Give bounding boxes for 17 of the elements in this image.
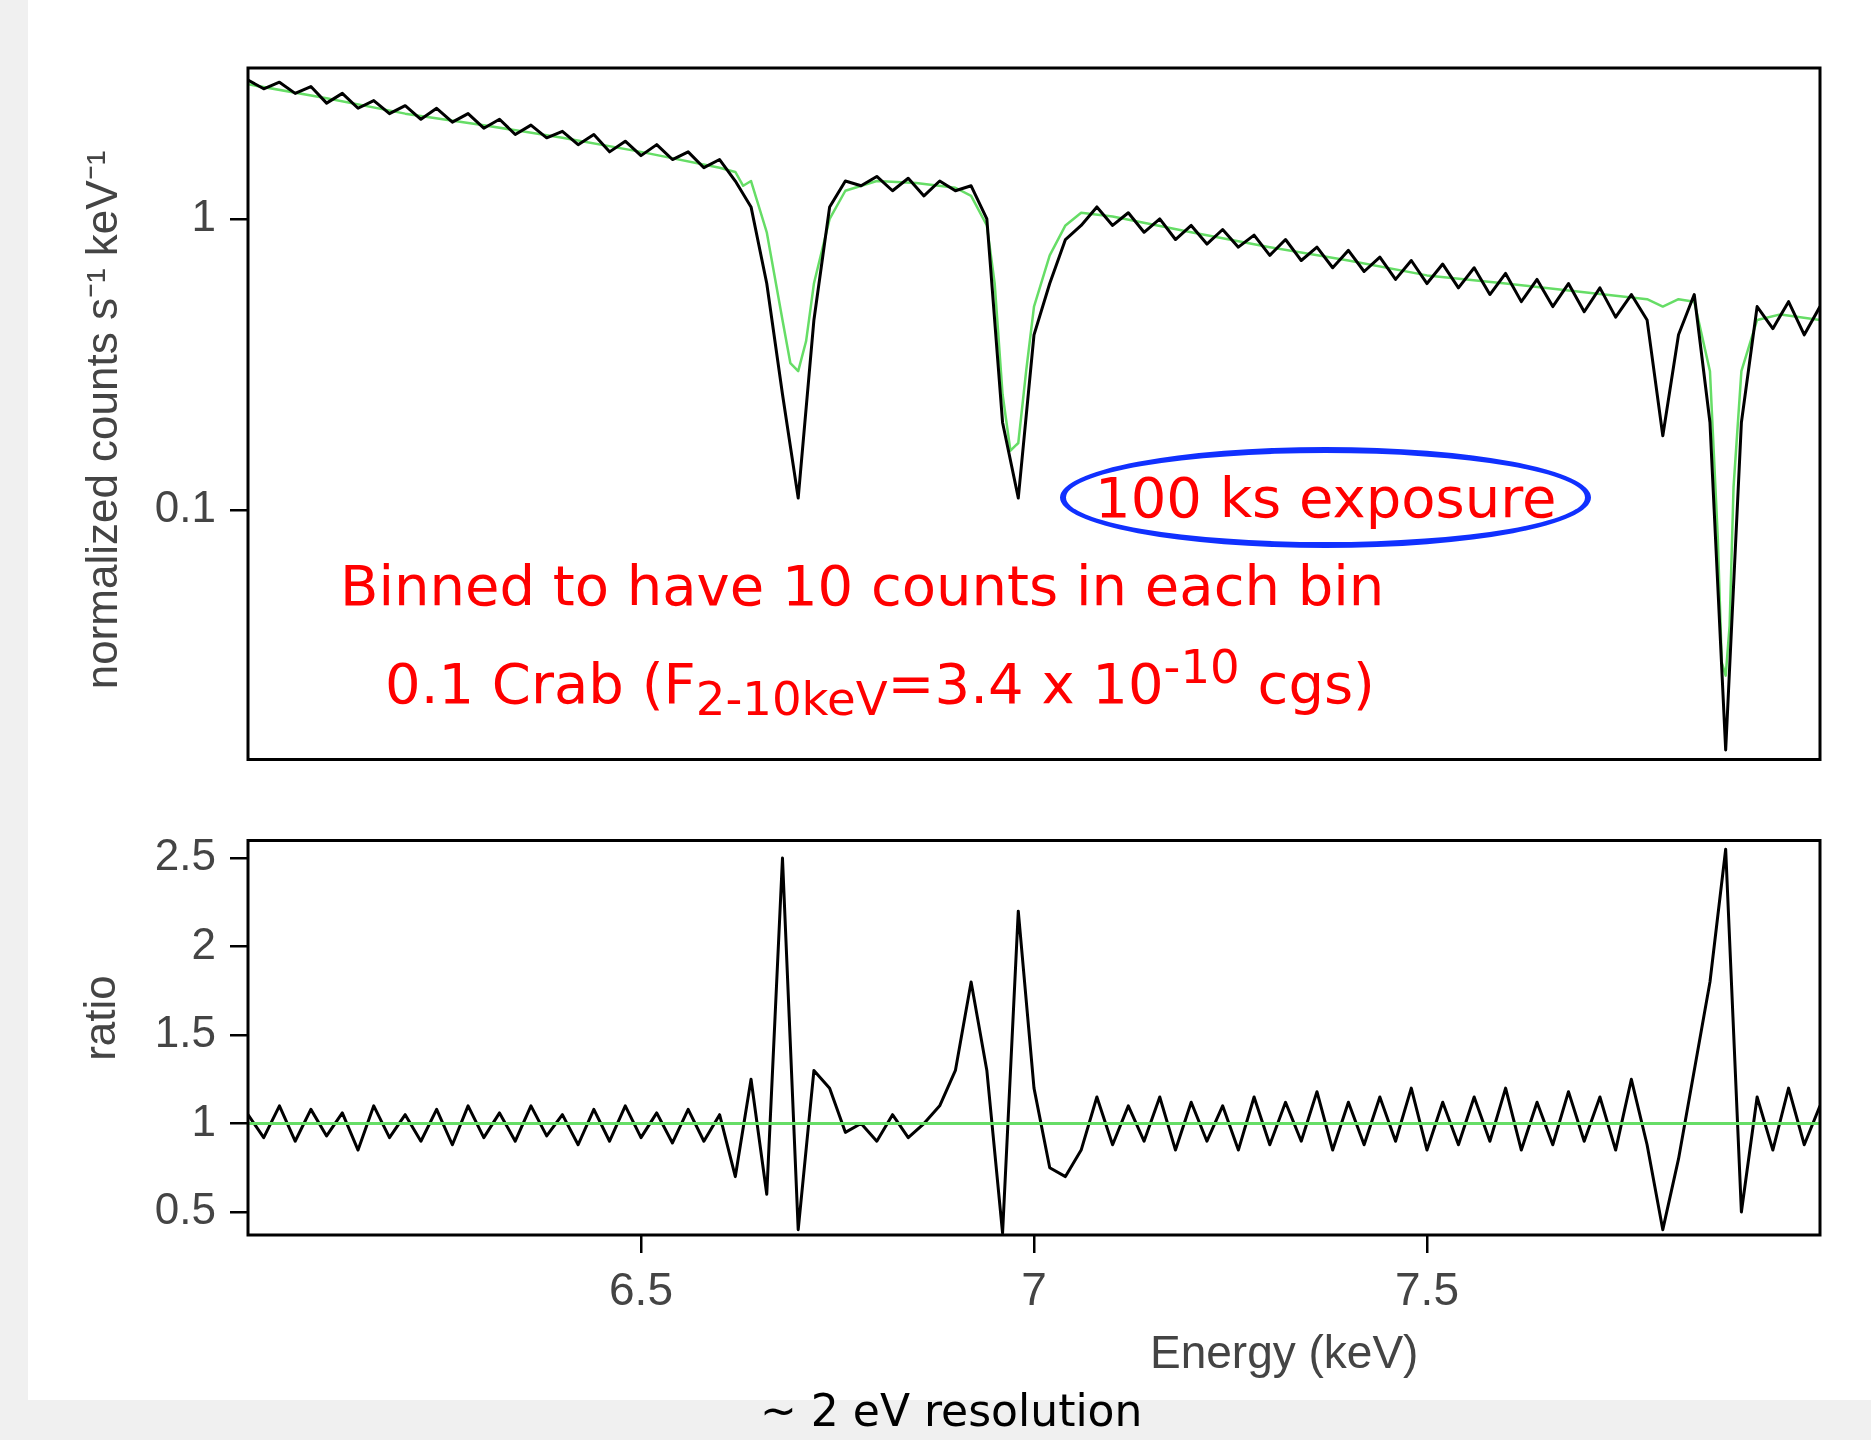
- annotation: 0.1 Crab (F$_{2-10keV}$=3.4 x 10$^{-10}$ cgs): [385, 640, 1375, 726]
- text: ~ 2 eV resolution: [760, 1385, 1143, 1436]
- y-axis-title: normalized counts s⁻¹ keV⁻¹: [75, 150, 127, 690]
- y-axis-title: ratio: [74, 974, 125, 1061]
- y-tick-label: 1: [191, 1095, 216, 1145]
- y-tick-label: 0.1: [154, 482, 216, 532]
- x-tick-label: 6.5: [609, 1263, 673, 1316]
- x-tick-label: 7: [1021, 1263, 1047, 1316]
- y-tick-label: 0.5: [154, 1184, 216, 1234]
- annotation: 100 ks exposure: [1095, 465, 1557, 530]
- annotation: Binned to have 10 counts in each bin: [340, 553, 1385, 618]
- y-tick-label: 2.5: [154, 830, 216, 880]
- y-tick-label: 1: [191, 191, 216, 241]
- x-tick-label: 7.5: [1395, 1263, 1459, 1316]
- x-axis-title: Energy (keV): [1150, 1325, 1419, 1379]
- y-tick-label: 1.5: [154, 1007, 216, 1057]
- y-tick-label: 2: [191, 918, 216, 968]
